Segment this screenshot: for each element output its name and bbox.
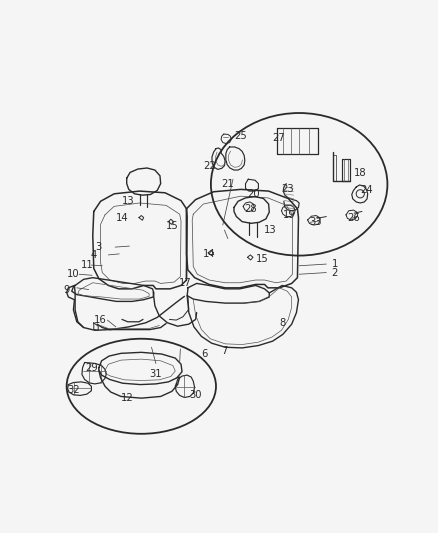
Text: 26: 26 (347, 213, 360, 223)
Text: 25: 25 (234, 131, 247, 141)
Text: 18: 18 (354, 168, 367, 179)
Text: 17: 17 (179, 278, 192, 288)
Text: 8: 8 (279, 319, 285, 328)
Text: 3: 3 (96, 242, 102, 252)
Text: 27: 27 (272, 133, 285, 143)
Text: 21: 21 (222, 179, 234, 189)
Text: 15: 15 (255, 254, 268, 264)
Text: 11: 11 (81, 260, 93, 270)
Text: 1: 1 (332, 259, 338, 269)
Text: 32: 32 (67, 385, 80, 395)
Text: 4: 4 (91, 250, 97, 260)
Text: 23: 23 (281, 184, 293, 195)
Text: 31: 31 (150, 369, 162, 379)
Text: 13: 13 (121, 196, 134, 206)
Text: 15: 15 (166, 221, 178, 231)
Text: 30: 30 (189, 391, 202, 400)
Text: 33: 33 (309, 217, 321, 227)
Text: 9: 9 (64, 285, 70, 295)
Text: 14: 14 (203, 249, 215, 259)
Text: 14: 14 (117, 213, 129, 223)
Text: 10: 10 (67, 269, 80, 279)
Text: 29: 29 (85, 362, 98, 373)
Text: 16: 16 (94, 315, 107, 325)
Text: 12: 12 (121, 393, 134, 403)
Text: 28: 28 (245, 204, 257, 214)
Text: 22: 22 (203, 160, 215, 171)
Text: 19: 19 (283, 210, 295, 220)
Text: 24: 24 (361, 185, 373, 196)
Text: 2: 2 (332, 268, 338, 278)
Text: 20: 20 (247, 189, 260, 199)
Text: 7: 7 (221, 345, 228, 356)
Text: 6: 6 (201, 349, 207, 359)
Text: 13: 13 (264, 225, 277, 235)
